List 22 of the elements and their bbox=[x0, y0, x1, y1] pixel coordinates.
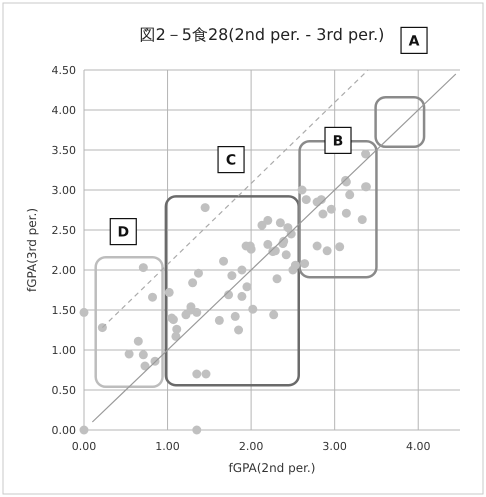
chart-title: 図2－5食28(2nd per. - 3rd per.) bbox=[140, 25, 384, 44]
annotation: B bbox=[332, 133, 344, 150]
y-axis-title: fGPA(3rd per.) bbox=[25, 208, 39, 292]
x-tick-label: 1.00 bbox=[155, 440, 180, 453]
x-tick-label: 2.00 bbox=[238, 440, 264, 453]
x-tick-label: 3.00 bbox=[322, 440, 347, 453]
y-tick-label: 3.00 bbox=[52, 184, 76, 197]
y-tick-label: 1.50 bbox=[52, 304, 76, 317]
annotation: C bbox=[226, 152, 236, 169]
y-tick-label: 4.50 bbox=[52, 64, 76, 77]
y-tick-label: 0.00 bbox=[52, 424, 76, 437]
y-tick-label: 0.50 bbox=[52, 384, 76, 397]
x-tick-label: 0.00 bbox=[72, 440, 96, 453]
y-tick-label: 2.00 bbox=[52, 264, 76, 277]
y-tick-label: 3.50 bbox=[52, 144, 76, 157]
y-tick-label: 2.50 bbox=[52, 224, 76, 237]
x-axis-title: fGPA(2nd per.) bbox=[228, 461, 316, 475]
text: A bbox=[408, 33, 420, 50]
x-tick-label: 4.00 bbox=[406, 440, 430, 453]
y-tick-label: 1.00 bbox=[52, 344, 76, 357]
y-tick-label: 4.00 bbox=[52, 104, 76, 117]
annotation: D bbox=[117, 224, 130, 241]
